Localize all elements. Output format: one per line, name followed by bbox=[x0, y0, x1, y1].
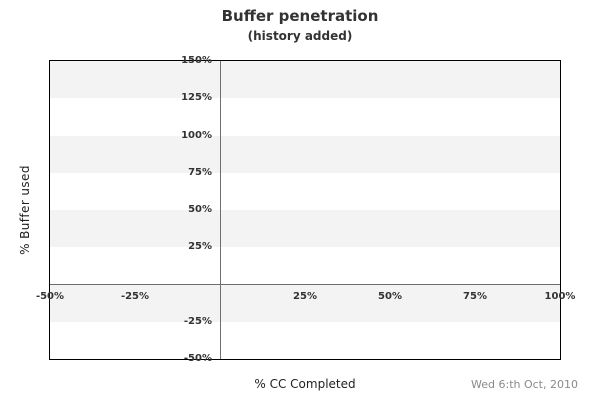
y-tick-label: 50% bbox=[188, 204, 212, 215]
x-tick-label: 50% bbox=[378, 290, 402, 302]
y-tick-label: 25% bbox=[188, 241, 212, 253]
y-axis-title: % Buffer used bbox=[18, 165, 32, 255]
y-tick-label: 150% bbox=[181, 55, 212, 66]
y-tick-label: 100% bbox=[181, 129, 212, 141]
plot-band bbox=[50, 247, 560, 285]
x-axis-title: % CC Completed bbox=[254, 377, 356, 391]
plot-band bbox=[50, 98, 560, 136]
plot-band bbox=[50, 321, 560, 359]
chart-date: Wed 6:th Oct, 2010 bbox=[471, 378, 578, 391]
x-tick-label: 75% bbox=[463, 290, 487, 302]
x-tick-label: 100% bbox=[544, 290, 576, 302]
plot-band bbox=[50, 172, 560, 210]
plot-area: 150% 125% 100% 75% 50% 25% -25% -50% -50% -25% 25… bbox=[36, 55, 576, 364]
plot-band bbox=[50, 210, 560, 248]
plot-band bbox=[50, 61, 560, 99]
chart-subtitle: (history added) bbox=[247, 29, 353, 43]
y-tick-label: 125% bbox=[181, 92, 212, 104]
x-tick-label: -25% bbox=[120, 290, 150, 302]
y-tick-label: -50% bbox=[183, 353, 212, 364]
y-tick-label: -25% bbox=[183, 315, 212, 327]
x-tick-label: 25% bbox=[293, 290, 317, 302]
plot-band bbox=[50, 284, 560, 322]
x-zero-gridline bbox=[219, 61, 221, 359]
y-zero-gridline bbox=[50, 284, 560, 285]
plot-band bbox=[50, 135, 560, 173]
chart-title: Buffer penetration bbox=[221, 7, 379, 25]
y-tick-label: 75% bbox=[188, 166, 212, 178]
x-tick-label: -50% bbox=[35, 290, 65, 302]
